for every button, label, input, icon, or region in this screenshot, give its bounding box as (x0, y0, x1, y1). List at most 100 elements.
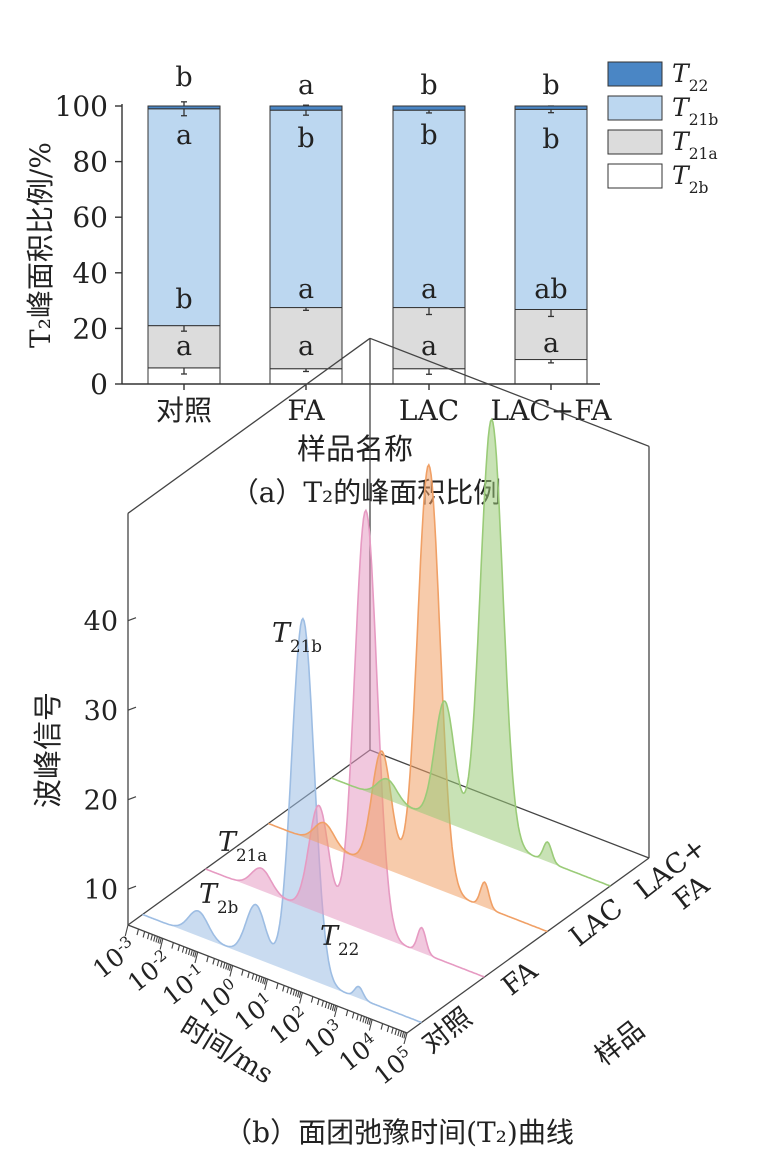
y-tick-label-40: 40 (72, 257, 108, 290)
significance-letter-T21a-0: b (175, 284, 192, 315)
time-tick-7-2 (380, 1023, 384, 1030)
time-tick-7-7 (399, 1030, 403, 1038)
time-tick-6-7 (364, 1017, 368, 1024)
time-tick-6-8 (366, 1018, 370, 1025)
time-tick-7-5 (394, 1028, 398, 1036)
time-tick-1-5 (185, 947, 188, 955)
time-tick-0-2 (136, 928, 140, 936)
time-tick-1-7 (190, 949, 193, 957)
time-tick-6-9 (368, 1018, 372, 1026)
time-tick-2-9 (228, 964, 232, 972)
time-tick-2-5 (220, 961, 223, 968)
time-tick-4-3 (282, 985, 285, 992)
bar-T21b-2 (392, 109, 466, 309)
y-tick-label-0: 0 (90, 368, 108, 401)
time-tick-5-6 (327, 1002, 331, 1010)
legend-swatch-T21a (607, 129, 663, 155)
y-axis-title: T₂峰面积比例/% (24, 142, 57, 348)
time-tick-1-1 (159, 938, 164, 950)
peak-label-21a: T21a (218, 827, 267, 865)
time-tick-4-7 (294, 990, 298, 997)
x-tick-label-3: LAC+FA (491, 394, 613, 427)
time-tick-1-6 (187, 948, 191, 956)
z-tick-40 (127, 617, 137, 622)
significance-letter-T2b-2: a (421, 331, 437, 362)
time-tick-5-9 (333, 1005, 337, 1012)
time-tick-0-5 (150, 934, 153, 941)
z-tick-30 (127, 706, 137, 711)
bar-T21a-3 (514, 308, 588, 361)
top-edge-right (369, 337, 650, 447)
time-tick-7-3 (386, 1025, 390, 1033)
time-tick-4-4 (286, 986, 290, 994)
time-tick-3-9 (263, 978, 267, 985)
legend-label-T2b: T2b (672, 161, 709, 197)
y-tick-label-100: 100 (55, 90, 108, 123)
time-tick-3-7 (260, 976, 263, 984)
significance-letter-T2b-0: a (176, 331, 192, 362)
time-tick-6-3 (351, 1012, 355, 1019)
time-tick-3-4 (251, 973, 255, 980)
time-tick-0-6 (153, 935, 156, 942)
time-tick-5-4 (321, 1000, 324, 1007)
bar-T2b-3 (514, 359, 588, 385)
curve-line-1 (205, 508, 485, 978)
x-axis-title: 样品名称 (297, 432, 413, 466)
curve-fill-3 (331, 419, 611, 886)
y-tick-label-20: 20 (72, 312, 108, 345)
sample-label-0: 对照 (416, 1002, 478, 1060)
x-tick-label-0: 对照 (156, 394, 212, 427)
time-tick-1-9 (194, 951, 197, 958)
time-tick-3-6 (257, 975, 261, 983)
legend-label-T22: T22 (672, 59, 708, 95)
sample-label-1: FA (496, 955, 544, 1002)
time-tick-3-8 (262, 977, 265, 984)
bar-T22-0 (147, 105, 221, 110)
panel-b-caption: （b）面团弛豫时间(T₂)曲线 (224, 1116, 574, 1149)
time-tick-6-5 (359, 1015, 363, 1022)
time-tick-6-1 (333, 1005, 338, 1018)
time-tick-3-2 (241, 969, 244, 976)
panel-a-caption: （a）T₂的峰面积比例 (231, 476, 502, 509)
z-tick-label-20: 20 (84, 786, 118, 817)
time-tick-3-3 (247, 971, 250, 979)
time-tick-2-3 (212, 958, 215, 965)
time-tick-4-8 (296, 991, 300, 998)
bar-T21b-0 (147, 108, 221, 327)
significance-letter-T21a-1: a (298, 274, 314, 305)
z-axis-title: 波峰信号 (31, 692, 65, 808)
x-tick-label-2: LAC (399, 394, 459, 427)
significance-letter-T2b-3: a (543, 328, 559, 359)
time-tick-7-9 (403, 1032, 406, 1039)
time-tick-7-4 (391, 1027, 394, 1034)
axis-box (127, 337, 650, 1034)
bar-T21a-2 (392, 307, 466, 370)
floor-edge-back-left (127, 749, 371, 926)
curve-line-2 (268, 463, 548, 933)
time-tick-0-7 (155, 936, 159, 943)
time-tick-4-1 (264, 978, 269, 991)
significance-letter-T21b-3: b (542, 124, 559, 155)
bar-T22-1 (269, 105, 343, 111)
time-tick-2-8 (227, 964, 230, 971)
y-axis-title-sample: 样品 (589, 1014, 651, 1072)
significance-letter-T21b-0: a (176, 120, 192, 151)
time-tick-7-8 (401, 1031, 405, 1038)
significance-letter-T21a-2: a (421, 274, 437, 305)
bar-T22-3 (514, 105, 588, 110)
z-tick-label-40: 40 (84, 607, 118, 638)
time-tick-0-9 (159, 937, 162, 945)
time-tick-0-1 (124, 924, 129, 937)
y-tick-label-80: 80 (72, 146, 108, 179)
z-tick-label-30: 30 (84, 696, 118, 727)
time-tick-6-6 (362, 1016, 365, 1023)
peak-label-22: T22 (320, 921, 359, 959)
curve-fill-0 (142, 618, 422, 1023)
time-tick-4-5 (289, 988, 293, 995)
time-tick-6-2 (345, 1009, 349, 1017)
sample-label-3: LAC+FA (629, 832, 731, 931)
legend-swatch-T22 (607, 61, 663, 87)
legend-swatch-T2b (607, 163, 663, 189)
y-tick-label-60: 60 (72, 201, 108, 234)
